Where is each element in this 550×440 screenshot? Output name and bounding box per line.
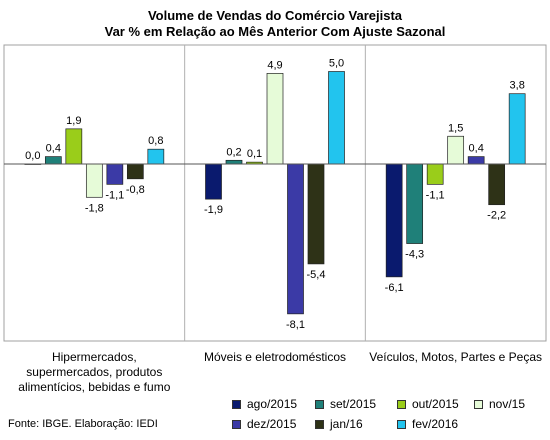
legend-label: out/2015 — [412, 397, 459, 411]
bar-out/2015 — [65, 128, 83, 165]
data-label: -0,8 — [126, 184, 145, 196]
bar-dez/2015 — [467, 156, 485, 165]
bar-nov/15 — [85, 163, 103, 198]
legend-swatch — [397, 420, 406, 429]
legend-label: jan/16 — [330, 417, 363, 431]
legend-label: ago/2015 — [247, 397, 298, 411]
legend-label: dez/2015 — [247, 417, 297, 431]
legend-item: ago/2015 — [232, 397, 297, 411]
category-label-line: Hipermercados, — [51, 350, 137, 364]
legend-label: nov/15 — [489, 397, 526, 411]
bar-jan/16 — [126, 163, 144, 180]
bar-jan/16 — [307, 163, 325, 265]
category-label-line: Veículos, Motos, Partes e Peças — [369, 350, 543, 364]
chart-title: Volume de Vendas do Comércio Varejista — [147, 8, 403, 23]
bar-dez/2015 — [287, 163, 304, 315]
legend-item: fev/2016 — [397, 417, 458, 431]
data-label: 0,1 — [247, 148, 262, 160]
category-label-line: supermercados, produtos — [26, 365, 163, 379]
plot-frame — [3, 44, 547, 342]
data-label: -2,2 — [487, 210, 506, 222]
category-label: Móveis e eletrodomésticos — [185, 350, 366, 365]
legend-item: jan/16 — [315, 417, 363, 431]
category-label: Hipermercados, supermercados, produtos ali… — [4, 350, 185, 395]
legend-label: fev/2016 — [412, 417, 459, 431]
category-label-line: alimentícios, bebidas e fumo — [18, 380, 171, 394]
legend-swatch — [315, 420, 324, 429]
data-label: 3,8 — [510, 80, 525, 92]
bar-fev/2016 — [328, 71, 345, 165]
data-label: 0,0 — [25, 150, 40, 162]
data-label: -1,8 — [85, 202, 104, 214]
data-label: 0,8 — [148, 135, 163, 147]
data-label: 4,9 — [267, 59, 282, 71]
data-label: 0,2 — [226, 146, 241, 158]
bar-ago/2015 — [205, 163, 222, 200]
chart-subtitle: Var % em Relação ao Mês Anterior Com Aju… — [104, 24, 446, 39]
bar-fev/2016 — [147, 148, 165, 165]
data-label: -1,1 — [105, 189, 124, 201]
legend-swatch — [397, 400, 406, 409]
bar-set/2015 — [406, 163, 424, 244]
data-label: -1,1 — [426, 189, 445, 201]
bar-fev/2016 — [508, 93, 526, 165]
bar-nov/15 — [447, 135, 465, 165]
legend-swatch — [315, 400, 324, 409]
data-label: 1,5 — [448, 122, 463, 134]
data-label: -1,9 — [204, 204, 223, 216]
bar-set/2015 — [225, 159, 243, 165]
bar-ago/2015 — [385, 163, 403, 278]
legend-item: dez/2015 — [232, 417, 296, 431]
legend-item: out/2015 — [397, 397, 459, 411]
data-label: 0,4 — [46, 143, 61, 155]
category-label: Veículos, Motos, Partes e Peças — [365, 350, 546, 365]
data-label: 0,4 — [469, 143, 484, 155]
bar-set/2015 — [44, 156, 62, 165]
data-label: -4,3 — [405, 249, 424, 261]
legend-swatch — [474, 400, 483, 409]
legend-label: set/2015 — [330, 397, 377, 411]
legend-item: nov/15 — [474, 397, 525, 411]
bar-dez/2015 — [106, 163, 124, 185]
bar-nov/15 — [266, 72, 284, 165]
legend-swatch — [232, 400, 241, 409]
bar-out/2015 — [426, 163, 444, 185]
data-label: -5,4 — [307, 269, 326, 281]
source-note: Fonte: IBGE. Elaboração: IEDI — [8, 418, 158, 430]
legend-item: set/2015 — [315, 397, 376, 411]
legend-swatch — [232, 420, 241, 429]
bar-jan/16 — [488, 163, 506, 206]
data-label: 5,0 — [329, 58, 344, 70]
data-label: 1,9 — [66, 115, 81, 127]
category-label-line: Móveis e eletrodomésticos — [203, 350, 347, 364]
data-label: -8,1 — [286, 319, 305, 331]
data-label: -6,1 — [385, 282, 404, 294]
